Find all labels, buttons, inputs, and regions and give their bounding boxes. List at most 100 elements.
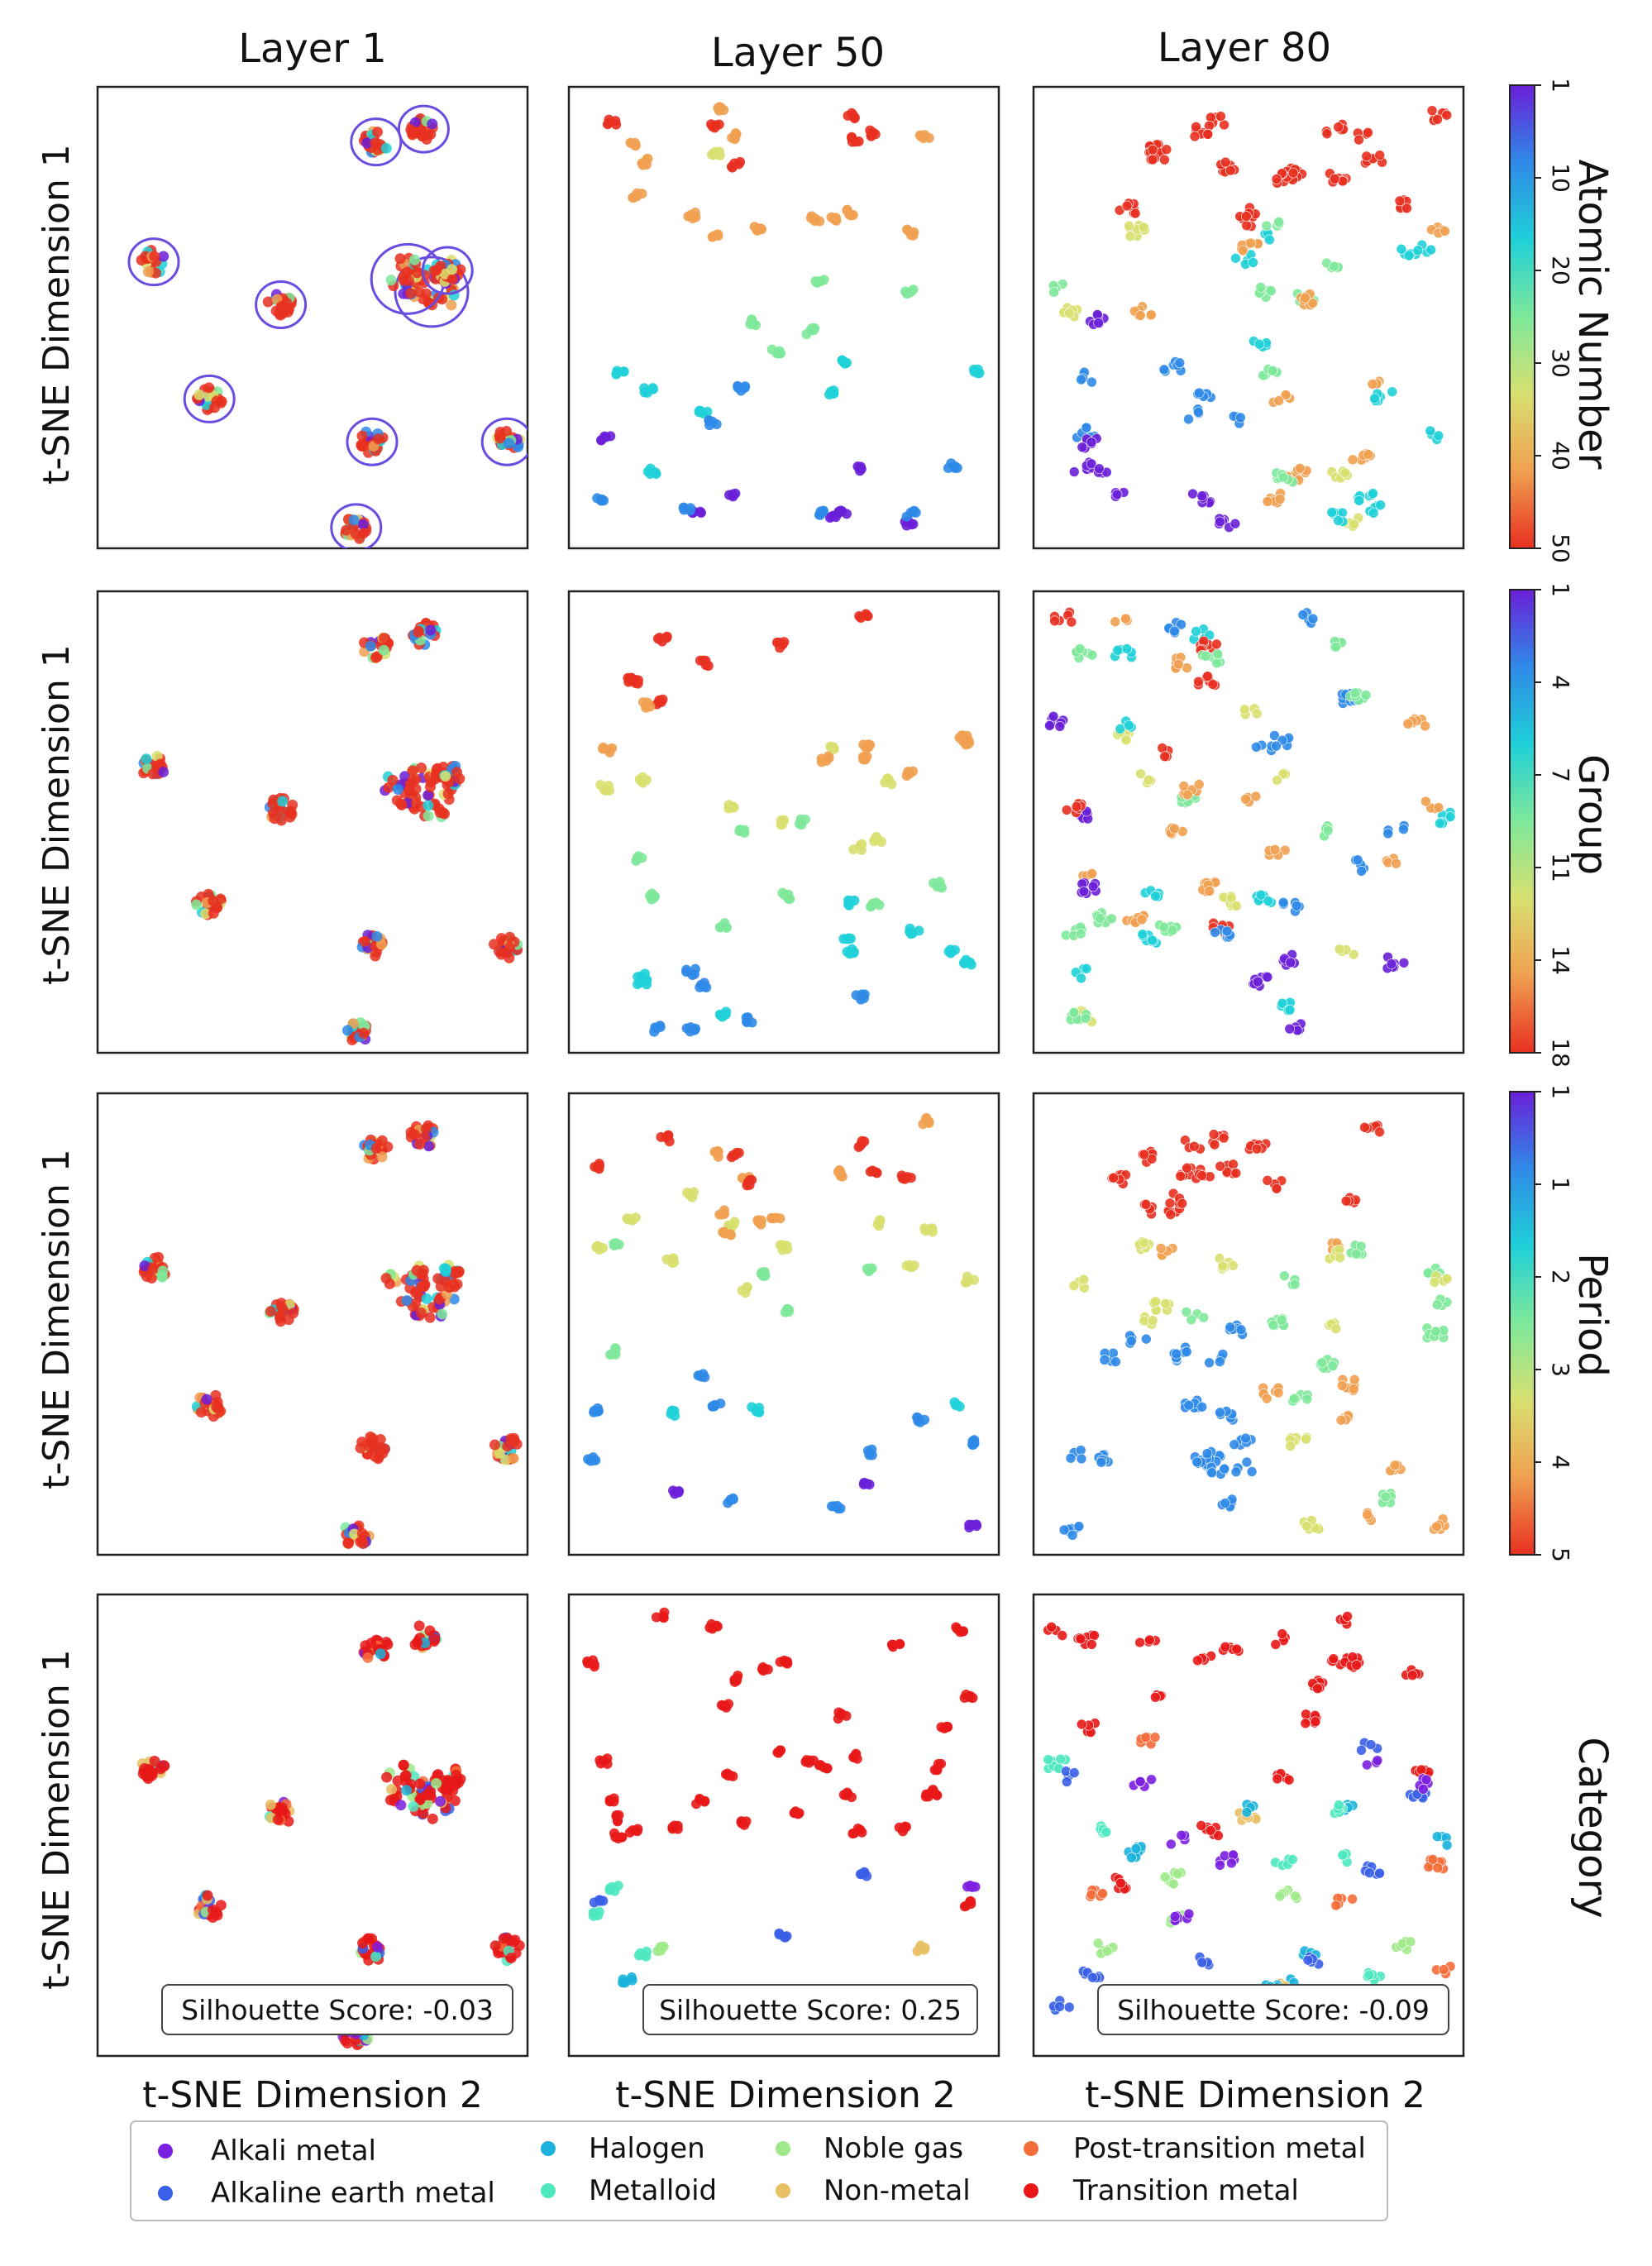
data-point <box>1183 414 1194 425</box>
data-point <box>1150 1692 1161 1703</box>
data-point <box>1418 1784 1429 1795</box>
data-point <box>1149 1732 1161 1743</box>
data-point <box>409 1639 421 1651</box>
data-point <box>717 1011 728 1022</box>
data-point <box>685 503 696 514</box>
data-point <box>1268 1319 1279 1331</box>
data-point <box>1374 1867 1385 1879</box>
data-point <box>1192 1655 1203 1666</box>
data-point <box>408 1800 419 1812</box>
data-point <box>364 1441 375 1453</box>
data-point <box>1196 490 1208 502</box>
data-point <box>1438 1964 1449 1975</box>
data-point <box>657 1942 667 1953</box>
data-point <box>1235 1324 1247 1336</box>
row-2-ylabel: t-SNE Dimension 1 <box>36 644 78 985</box>
data-point <box>594 1244 604 1255</box>
data-point <box>1295 462 1306 474</box>
data-point <box>1124 719 1134 731</box>
data-point <box>1248 257 1258 268</box>
data-point <box>843 895 854 906</box>
data-point <box>735 156 746 167</box>
data-point <box>913 1413 924 1423</box>
data-point <box>1183 1399 1195 1411</box>
data-point <box>395 1800 407 1811</box>
data-point <box>1129 208 1141 219</box>
data-point <box>1354 495 1365 506</box>
data-point <box>919 1223 930 1234</box>
data-point <box>1164 1198 1176 1209</box>
data-point <box>1176 619 1186 630</box>
data-point <box>650 892 661 902</box>
data-point <box>1231 901 1242 911</box>
data-point <box>1081 422 1092 433</box>
scatter-points <box>583 1112 982 1533</box>
data-point <box>455 264 466 275</box>
data-point <box>1225 165 1236 176</box>
data-point <box>1229 1439 1240 1450</box>
data-point <box>1124 220 1134 232</box>
data-point <box>449 1268 461 1279</box>
column-title-layer-1: Layer 1 <box>238 26 387 72</box>
data-point <box>1406 1670 1418 1681</box>
data-point <box>1219 1463 1230 1475</box>
data-point <box>1412 245 1424 256</box>
data-point <box>806 211 817 222</box>
data-point <box>771 1212 781 1223</box>
data-point <box>1360 690 1372 700</box>
data-point <box>1433 802 1444 813</box>
data-point <box>1068 1280 1080 1292</box>
data-point <box>1137 929 1148 939</box>
data-point <box>1049 615 1060 627</box>
data-point <box>494 433 506 444</box>
data-point <box>1061 805 1072 815</box>
data-point <box>618 366 629 377</box>
data-point <box>1277 471 1289 483</box>
legend-marker-alkali-metal <box>158 2144 173 2158</box>
data-point <box>415 1307 427 1318</box>
data-point <box>1334 1252 1346 1264</box>
data-point <box>211 395 222 407</box>
data-point <box>1276 1315 1287 1326</box>
data-point <box>1181 1307 1192 1317</box>
data-point <box>265 1306 276 1317</box>
data-point <box>1368 488 1378 499</box>
data-point <box>1241 1456 1253 1468</box>
data-point <box>1302 1954 1314 1966</box>
data-point <box>1335 1414 1347 1426</box>
data-point <box>929 1765 940 1776</box>
data-point <box>775 1745 785 1756</box>
data-point <box>1288 1393 1300 1404</box>
data-point <box>1191 1456 1203 1468</box>
data-point <box>504 941 515 953</box>
data-point <box>723 803 734 814</box>
data-point <box>356 430 368 442</box>
data-point <box>1389 1460 1401 1471</box>
data-point <box>1387 386 1398 398</box>
data-point <box>661 1254 672 1264</box>
data-point <box>856 1139 867 1150</box>
data-point <box>1431 1521 1442 1532</box>
data-point <box>626 1972 637 1982</box>
data-point <box>703 661 714 672</box>
cluster-ellipse <box>397 104 450 154</box>
data-point <box>1274 1891 1286 1902</box>
data-point <box>1271 740 1282 752</box>
data-point <box>864 1480 875 1490</box>
data-point <box>1108 1172 1120 1183</box>
colorbar-tick-label: 1 <box>1547 1084 1574 1099</box>
data-point <box>715 103 726 113</box>
data-point <box>1086 437 1097 448</box>
data-point <box>1441 109 1453 121</box>
data-point <box>695 1794 705 1805</box>
data-point <box>626 138 637 149</box>
data-point <box>348 514 360 526</box>
colorbar-tick-label: 11 <box>1547 853 1574 882</box>
data-point <box>1420 796 1431 807</box>
data-point <box>1337 1849 1349 1861</box>
data-point <box>1220 1498 1231 1508</box>
data-point <box>1440 226 1450 237</box>
data-point <box>830 215 841 226</box>
data-point <box>1101 1827 1112 1838</box>
